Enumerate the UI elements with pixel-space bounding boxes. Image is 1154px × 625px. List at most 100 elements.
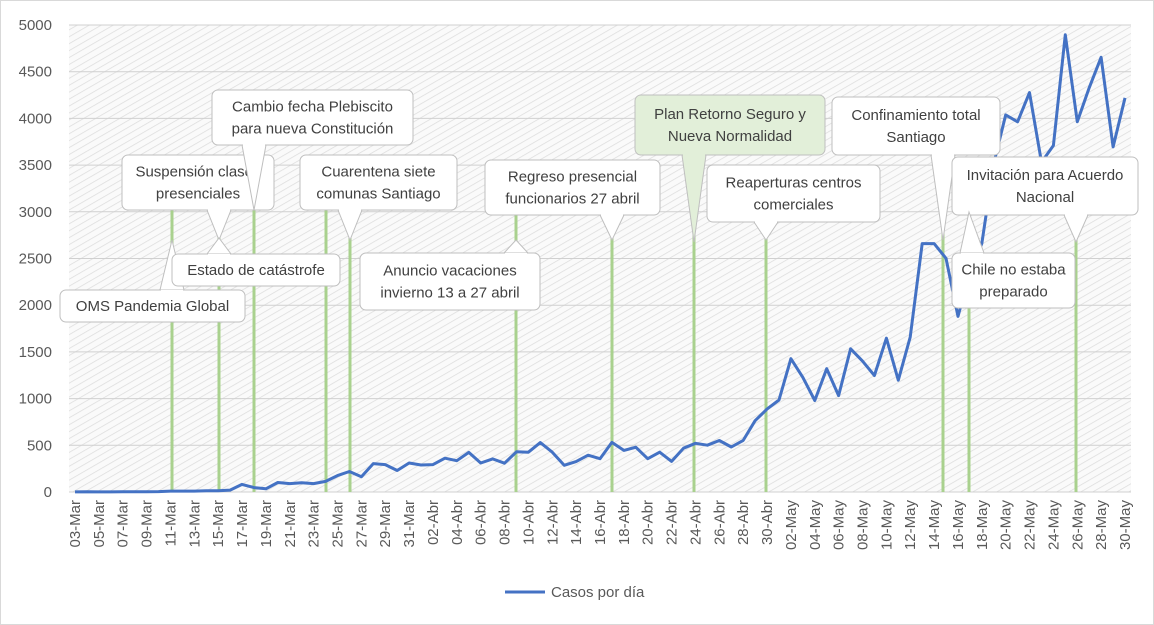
callout-box <box>951 156 1139 216</box>
annotation-text: para nueva Constitución <box>232 121 394 138</box>
x-tick-label: 08-Abr <box>497 500 514 545</box>
x-tick-label: 17-Mar <box>234 500 251 548</box>
annotation-text: invierno 13 a 27 abril <box>380 285 519 302</box>
y-tick-label: 1000 <box>19 391 52 408</box>
x-tick-label: 04-Abr <box>449 500 466 545</box>
x-tick-label: 30-Abr <box>759 500 776 545</box>
y-tick-label: 3000 <box>19 204 52 221</box>
x-tick-label: 28-May <box>1093 500 1110 551</box>
legend-label: Casos por día <box>551 584 645 601</box>
x-tick-label: 20-Abr <box>640 500 657 545</box>
annotation-text: Estado de catástrofe <box>187 262 325 279</box>
x-tick-label: 27-Mar <box>353 500 370 548</box>
x-tick-label: 08-May <box>855 500 872 551</box>
x-tick-label: 03-Mar <box>67 500 84 548</box>
annotation-text: Chile no estaba <box>961 262 1066 279</box>
y-tick-label: 500 <box>27 437 52 454</box>
x-tick-label: 12-May <box>902 500 919 551</box>
callout-seam <box>208 254 230 257</box>
callout-seam <box>932 153 954 156</box>
annotation-text: Regreso presencial <box>508 169 637 186</box>
callout-seam <box>683 153 705 156</box>
callout-seam <box>505 253 527 256</box>
annotation-text: Confinamiento total <box>851 107 980 124</box>
callout-box <box>951 252 1076 309</box>
x-tick-label: 06-Abr <box>473 500 490 545</box>
x-tick-label: 12-Abr <box>544 500 561 545</box>
x-tick-label: 26-Abr <box>711 500 728 545</box>
annotation-text: Invitación para Acuerdo <box>967 167 1124 184</box>
x-tick-label: 24-May <box>1045 500 1062 551</box>
x-tick-label: 16-May <box>950 500 967 551</box>
x-tick-label: 20-May <box>998 500 1015 551</box>
annotation-text: comunas Santiago <box>316 186 440 203</box>
annotation-text: OMS Pandemia Global <box>76 298 229 315</box>
x-tick-label: 10-Abr <box>520 500 537 545</box>
callout-box <box>831 96 1001 156</box>
callout-seam <box>755 220 777 223</box>
x-tick-label: 04-May <box>807 500 824 551</box>
data-line <box>74 33 1127 494</box>
x-tick-label: 02-May <box>783 500 800 551</box>
callout-seam <box>1065 213 1087 216</box>
y-tick-label: 3500 <box>19 157 52 174</box>
x-tick-label: 16-Abr <box>592 500 609 545</box>
annotation-text: Plan Retorno Seguro y <box>654 106 806 123</box>
callout-box <box>171 253 341 287</box>
x-tick-label: 26-May <box>1069 500 1086 551</box>
x-tick-label: 06-May <box>831 500 848 551</box>
x-tick-label: 07-Mar <box>115 500 132 548</box>
x-tick-label: 31-Mar <box>401 500 418 548</box>
callout-box <box>484 159 661 216</box>
annotation-text: Santiago <box>886 129 945 146</box>
x-tick-label: 18-Abr <box>616 500 633 545</box>
x-tick-label: 02-Abr <box>425 500 442 545</box>
x-tick-label: 23-Mar <box>306 500 323 548</box>
x-tick-label: 13-Mar <box>186 500 203 548</box>
callout-box <box>59 289 246 323</box>
annotation-text: Nueva Normalidad <box>668 128 792 145</box>
annotation-text: Reaperturas centros <box>726 175 862 192</box>
callout-box <box>634 94 826 156</box>
x-tick-label: 22-May <box>1022 500 1039 551</box>
callout-seam <box>208 208 230 211</box>
x-tick-label: 19-Mar <box>258 500 275 548</box>
x-tick-label: 15-Mar <box>210 500 227 548</box>
callout-seam <box>601 213 623 216</box>
y-tick-label: 4000 <box>19 110 52 127</box>
y-tick-label: 2500 <box>19 251 52 268</box>
x-tick-label: 05-Mar <box>91 500 108 548</box>
x-tick-label: 10-May <box>878 500 895 551</box>
x-tick-label: 30-May <box>1117 500 1134 551</box>
x-tick-label: 22-Abr <box>664 500 681 545</box>
callout-box <box>706 164 881 223</box>
annotation-text: presenciales <box>156 186 240 203</box>
annotation-text: Anuncio vacaciones <box>383 263 516 280</box>
annotation-text: preparado <box>979 284 1047 301</box>
y-tick-label: 4500 <box>19 64 52 81</box>
annotation-text: comerciales <box>753 197 833 214</box>
x-tick-label: 25-Mar <box>330 500 347 548</box>
annotation-text: Suspensión clases <box>135 164 260 181</box>
annotation-text: Cambio fecha Plebiscito <box>232 99 393 116</box>
annotation-text: Nacional <box>1016 189 1074 206</box>
x-tick-label: 28-Abr <box>735 500 752 545</box>
x-tick-label: 18-May <box>974 500 991 551</box>
annotation-text: Cuarentena siete <box>321 164 435 181</box>
callout-box <box>211 89 414 146</box>
x-tick-label: 09-Mar <box>139 500 156 548</box>
y-tick-label: 0 <box>44 484 52 501</box>
callout-box <box>299 154 458 211</box>
x-tick-label: 11-Mar <box>162 500 179 546</box>
callout-box <box>359 252 541 311</box>
y-tick-label: 5000 <box>19 17 52 34</box>
callout-seam <box>243 143 265 146</box>
x-tick-label: 21-Mar <box>282 500 299 548</box>
x-tick-label: 24-Abr <box>687 500 704 545</box>
x-tick-label: 14-May <box>926 500 943 551</box>
callout-seam <box>961 253 983 256</box>
x-tick-label: 29-Mar <box>377 500 394 548</box>
y-tick-label: 2000 <box>19 297 52 314</box>
callout-box <box>121 154 275 211</box>
